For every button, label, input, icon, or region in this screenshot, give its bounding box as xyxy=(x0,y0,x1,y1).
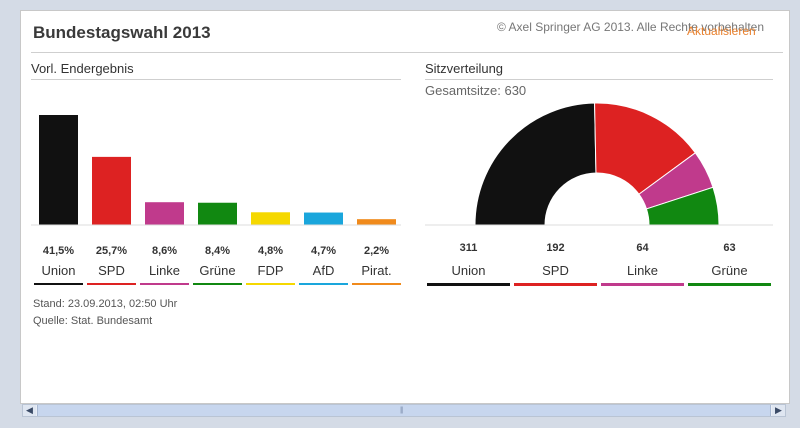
scrollbar-thumb[interactable]: ||| xyxy=(37,405,771,416)
seats-section-divider xyxy=(425,79,773,80)
result-value-label-4: 4,8% xyxy=(258,245,283,257)
seat-party-underline-1 xyxy=(514,283,597,286)
scroll-right-icon[interactable]: ▶ xyxy=(772,405,785,416)
charts-canvas: 41,5% Union 25,7% SPD 8,6% Linke 8,4% Grüne 4,8%… xyxy=(31,102,773,286)
footer-source: Quelle: Stat. Bundesamt xyxy=(33,315,153,327)
seat-value-label-0: 311 xyxy=(460,242,478,254)
seat-party-underline-3 xyxy=(688,283,771,286)
seat-party-label-3: Grüne xyxy=(711,263,747,278)
seat-value-label-1: 192 xyxy=(546,242,564,254)
result-party-underline-6 xyxy=(352,283,401,285)
result-party-underline-1 xyxy=(87,283,136,285)
result-value-label-5: 4,7% xyxy=(311,245,336,257)
result-value-label-0: 41,5% xyxy=(43,245,74,257)
seat-party-label-1: SPD xyxy=(542,263,569,278)
result-value-label-1: 25,7% xyxy=(96,245,127,257)
grip-icon: ||| xyxy=(400,407,404,414)
result-bar-6 xyxy=(357,219,396,225)
result-value-label-3: 8,4% xyxy=(205,245,230,257)
result-party-label-6: Pirat. xyxy=(361,263,391,278)
horizontal-scrollbar[interactable]: ◀ ||| ▶ xyxy=(22,404,786,417)
seat-segment-0 xyxy=(474,102,597,226)
seat-value-label-2: 64 xyxy=(636,242,649,254)
result-bar-0 xyxy=(39,115,78,225)
result-value-label-6: 2,2% xyxy=(364,245,389,257)
footer-stand: Stand: 23.09.2013, 02:50 Uhr xyxy=(33,298,178,310)
election-widget: Bundestagswahl 2013 © Axel Springer AG 2… xyxy=(20,10,790,404)
seat-value-label-3: 63 xyxy=(723,242,735,254)
result-party-underline-5 xyxy=(299,283,348,285)
result-party-underline-0 xyxy=(34,283,83,285)
result-party-label-5: AfD xyxy=(313,263,335,278)
refresh-link[interactable]: Aktualisieren xyxy=(687,24,756,38)
result-party-underline-2 xyxy=(140,283,189,285)
result-value-label-2: 8,6% xyxy=(152,245,177,257)
seat-party-label-0: Union xyxy=(452,263,486,278)
result-party-label-0: Union xyxy=(42,263,76,278)
page-left-edge xyxy=(0,0,20,428)
result-bar-5 xyxy=(304,212,343,225)
copyright-notice: © Axel Springer AG 2013. Alle Rechte vor… xyxy=(497,20,765,34)
result-bar-3 xyxy=(198,202,237,225)
seats-total-label: Gesamtsitze: 630 xyxy=(425,83,527,98)
title-divider xyxy=(31,52,783,53)
result-party-underline-3 xyxy=(193,283,242,285)
result-bar-1 xyxy=(92,156,131,225)
widget-title: Bundestagswahl 2013 xyxy=(33,23,211,42)
result-bar-2 xyxy=(145,202,184,225)
result-party-underline-4 xyxy=(246,283,295,285)
seat-party-underline-0 xyxy=(427,283,510,286)
results-section-title: Vorl. Endergebnis xyxy=(31,61,134,76)
scroll-left-icon[interactable]: ◀ xyxy=(23,405,36,416)
result-bar-4 xyxy=(251,212,290,225)
seat-party-label-2: Linke xyxy=(627,263,658,278)
result-party-label-2: Linke xyxy=(149,263,180,278)
seat-party-underline-2 xyxy=(601,283,684,286)
result-party-label-4: FDP xyxy=(258,263,284,278)
seats-section-title: Sitzverteilung xyxy=(425,61,504,76)
results-section-divider xyxy=(31,79,401,80)
result-party-label-1: SPD xyxy=(98,263,125,278)
result-party-label-3: Grüne xyxy=(199,263,235,278)
